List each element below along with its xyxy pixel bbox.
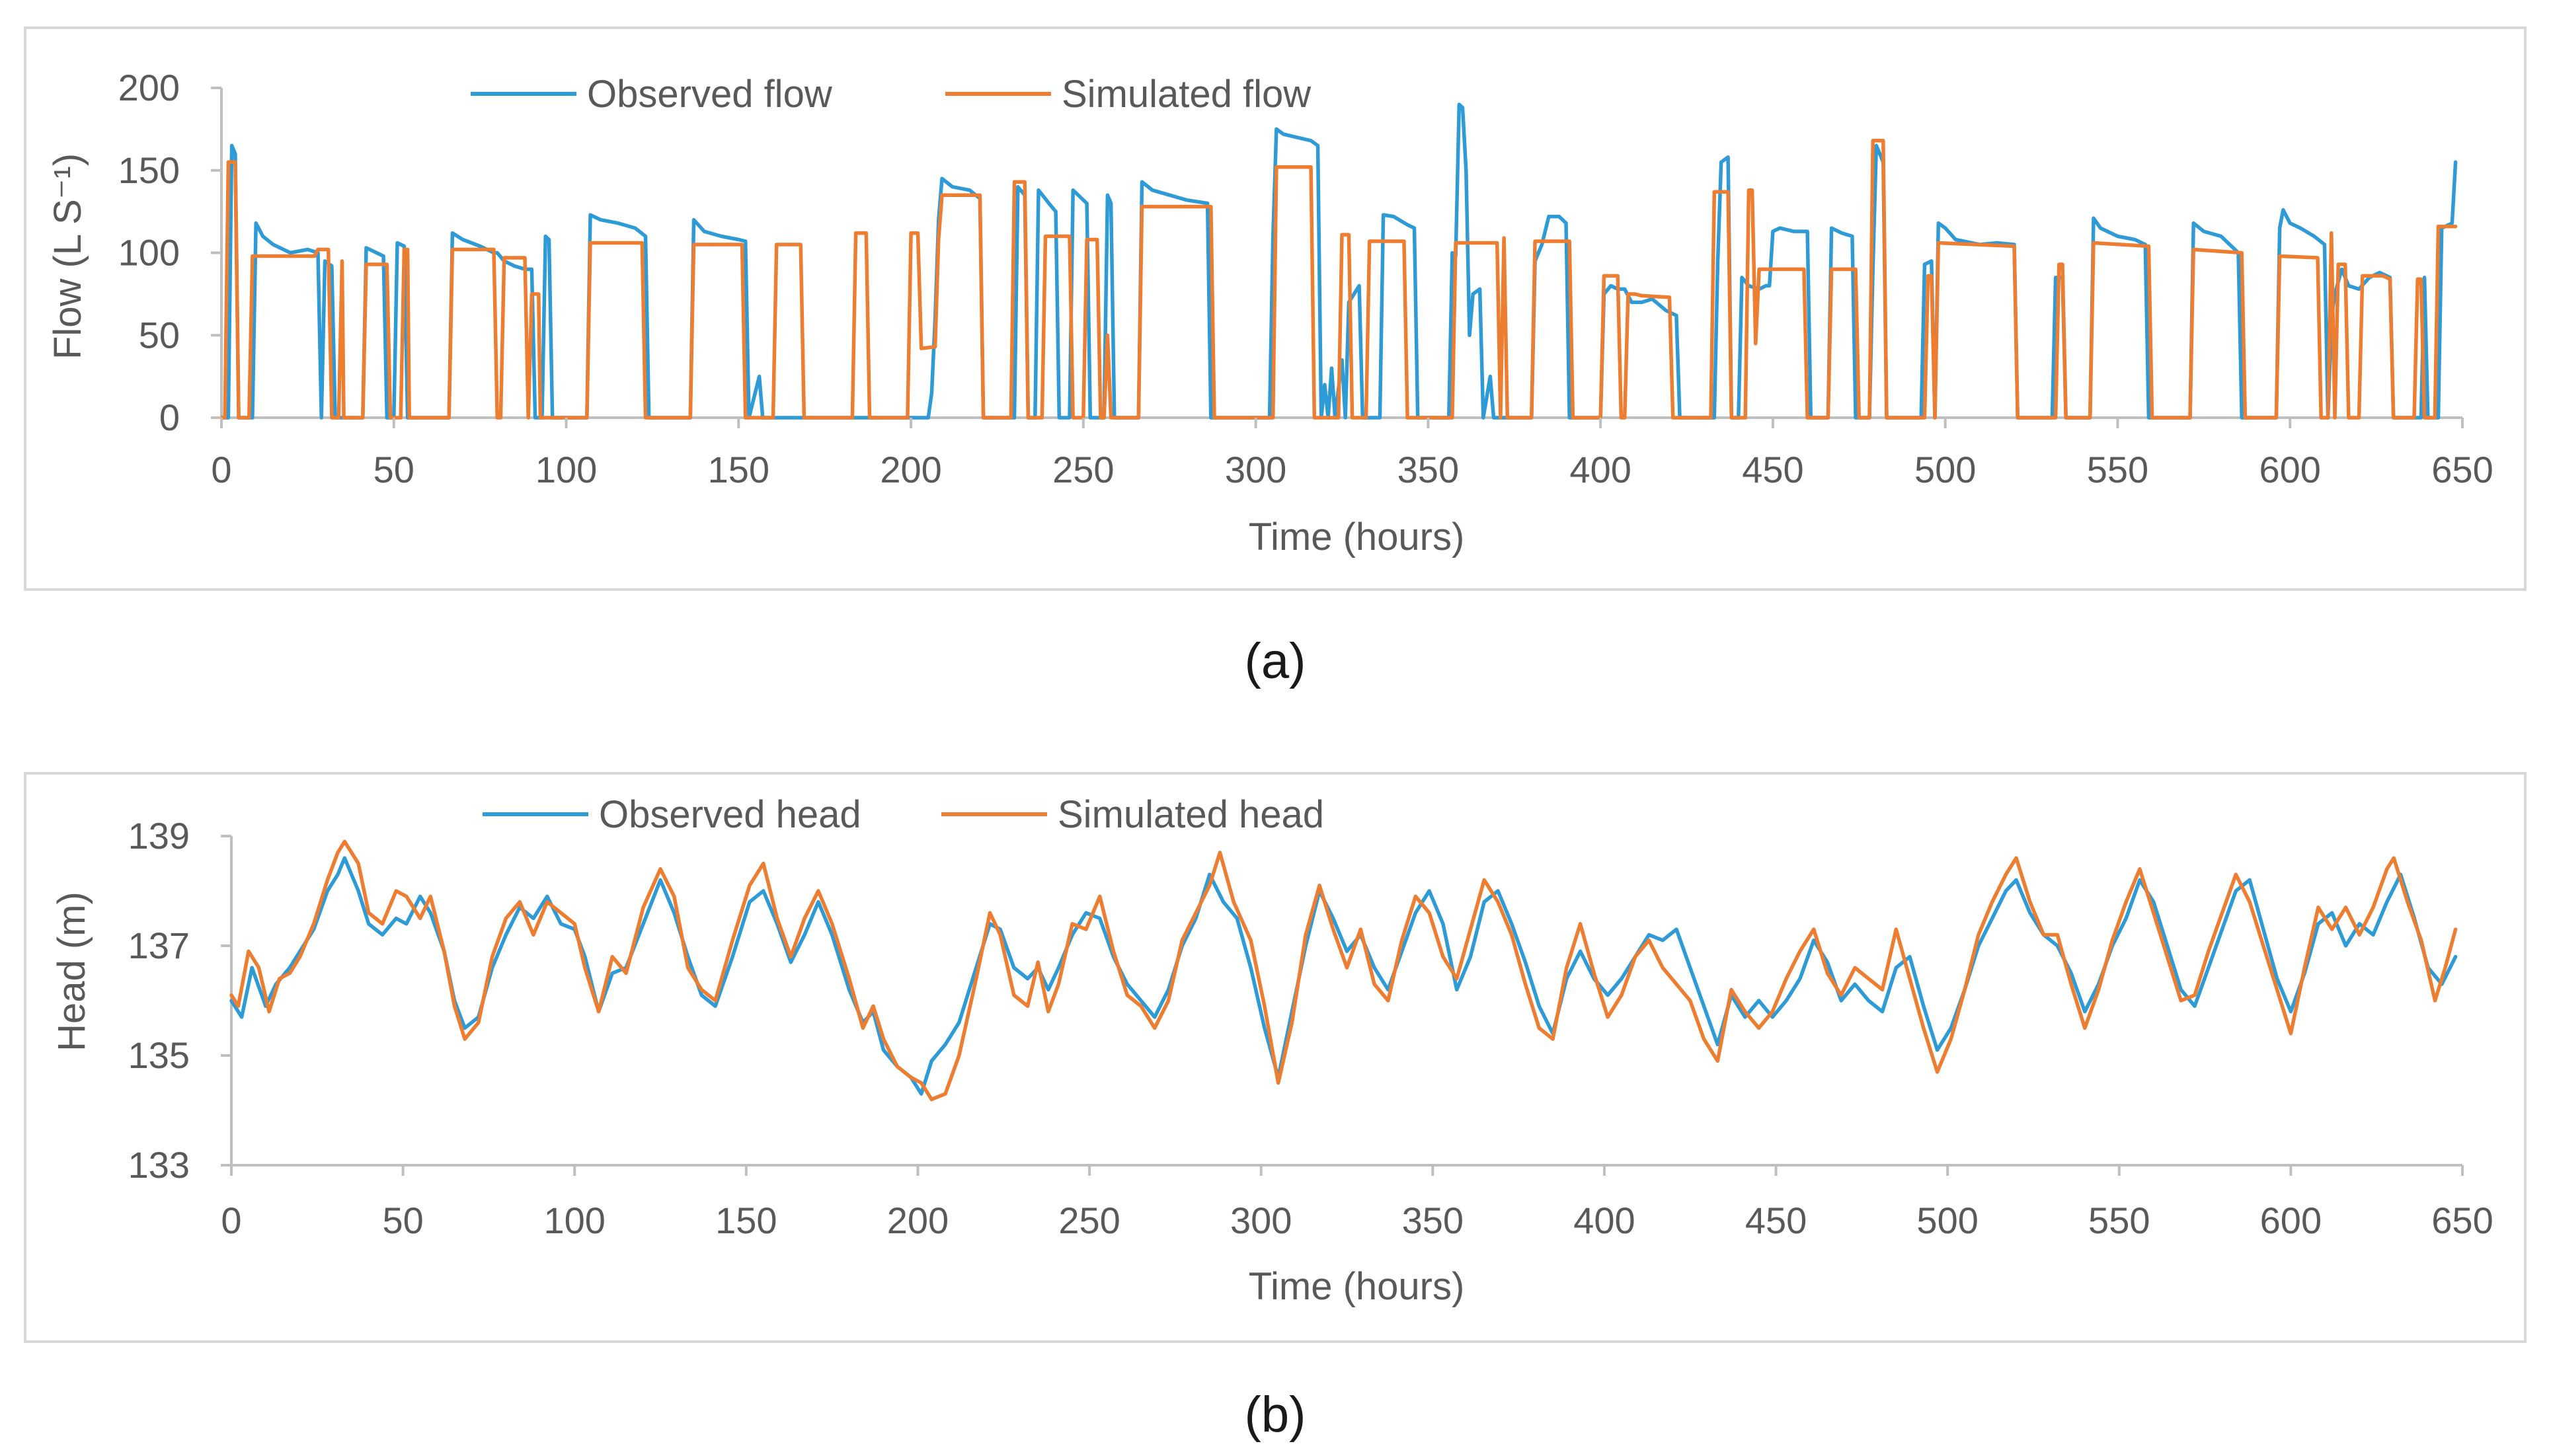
head-x-tick-label: 500 xyxy=(1916,1200,1978,1241)
flow-chart-plot-area xyxy=(219,102,2458,420)
flow-x-tick-label: 100 xyxy=(535,449,597,490)
flow-y-tick-label: 0 xyxy=(159,397,180,438)
flow-x-tick-label: 600 xyxy=(2259,449,2321,490)
flow-x-tick-label: 250 xyxy=(1052,449,1114,490)
simulated-head-line xyxy=(229,839,2458,1102)
flow-x-tick-label: 300 xyxy=(1225,449,1286,490)
head-x-tick-label: 50 xyxy=(382,1200,423,1241)
flow-x-tick-label: 0 xyxy=(211,449,231,490)
flow-x-tick-label: 200 xyxy=(880,449,941,490)
head-x-tick-label: 450 xyxy=(1745,1200,1807,1241)
flow-legend: Observed flow Simulated flow xyxy=(471,73,1312,116)
head-x-tick-label: 650 xyxy=(2431,1200,2493,1241)
head-chart-panel: 0 50 100 150 200 250 300 350 400 450 500 550 600 650 1… xyxy=(24,772,2527,1343)
head-y-tick-label: 137 xyxy=(128,925,190,966)
flow-x-tick-label: 400 xyxy=(1569,449,1631,490)
flow-y-tick-label: 100 xyxy=(118,232,180,274)
legend-simulated-head-label: Simulated head xyxy=(1058,793,1324,836)
head-x-axis-label: Time (hours) xyxy=(1249,1265,1465,1308)
head-y-tick-label: 133 xyxy=(128,1144,190,1186)
flow-chart-panel: 0 50 100 150 200 250 300 350 400 450 500 550 600 650 0… xyxy=(24,26,2527,591)
head-chart-plot-area xyxy=(229,839,2458,1102)
panel-b-label: (b) xyxy=(1245,1387,1306,1443)
legend-simulated-flow-label: Simulated flow xyxy=(1062,73,1312,116)
flow-y-axis-label: Flow (L S⁻¹) xyxy=(46,153,89,360)
flow-x-tick-label: 450 xyxy=(1742,449,1803,490)
head-y-tick-label: 139 xyxy=(128,815,190,857)
flow-y-tick-label: 150 xyxy=(118,149,180,191)
head-legend: Observed head Simulated head xyxy=(483,793,1324,836)
head-x-tick-label: 100 xyxy=(544,1200,606,1241)
head-x-tick-label: 350 xyxy=(1402,1200,1464,1241)
head-x-tick-label: 600 xyxy=(2260,1200,2322,1241)
flow-x-tick-label: 50 xyxy=(373,449,414,490)
legend-observed-head-label: Observed head xyxy=(599,793,861,836)
flow-y-tick-label: 50 xyxy=(139,314,180,356)
flow-x-tick-label: 550 xyxy=(2087,449,2148,490)
flow-x-tick-label: 500 xyxy=(1914,449,1976,490)
head-x-tick-label: 250 xyxy=(1058,1200,1120,1241)
panel-a-label: (a) xyxy=(1245,633,1306,689)
flow-x-tick-label: 350 xyxy=(1397,449,1459,490)
flow-x-axis-label: Time (hours) xyxy=(1249,516,1465,558)
head-x-tick-label: 300 xyxy=(1230,1200,1292,1241)
flow-y-tick-label: 200 xyxy=(118,67,180,108)
flow-x-tick-label: 650 xyxy=(2431,449,2493,490)
head-x-tick-label: 150 xyxy=(715,1200,777,1241)
legend-observed-flow-label: Observed flow xyxy=(587,73,833,116)
head-x-tick-label: 400 xyxy=(1573,1200,1635,1241)
simulated-flow-line xyxy=(219,139,2458,420)
head-chart-ticks: 0 50 100 150 200 250 300 350 400 450 500 550 600 650 1… xyxy=(128,815,2493,1241)
flow-chart-ticks: 0 50 100 150 200 250 300 350 400 450 500 550 600 650 0… xyxy=(118,67,2493,490)
head-y-axis-label: Head (m) xyxy=(50,892,93,1052)
head-x-tick-label: 200 xyxy=(887,1200,949,1241)
head-y-tick-label: 135 xyxy=(128,1034,190,1076)
head-x-tick-label: 0 xyxy=(221,1200,241,1241)
head-x-tick-label: 550 xyxy=(2088,1200,2150,1241)
flow-x-tick-label: 150 xyxy=(708,449,769,490)
